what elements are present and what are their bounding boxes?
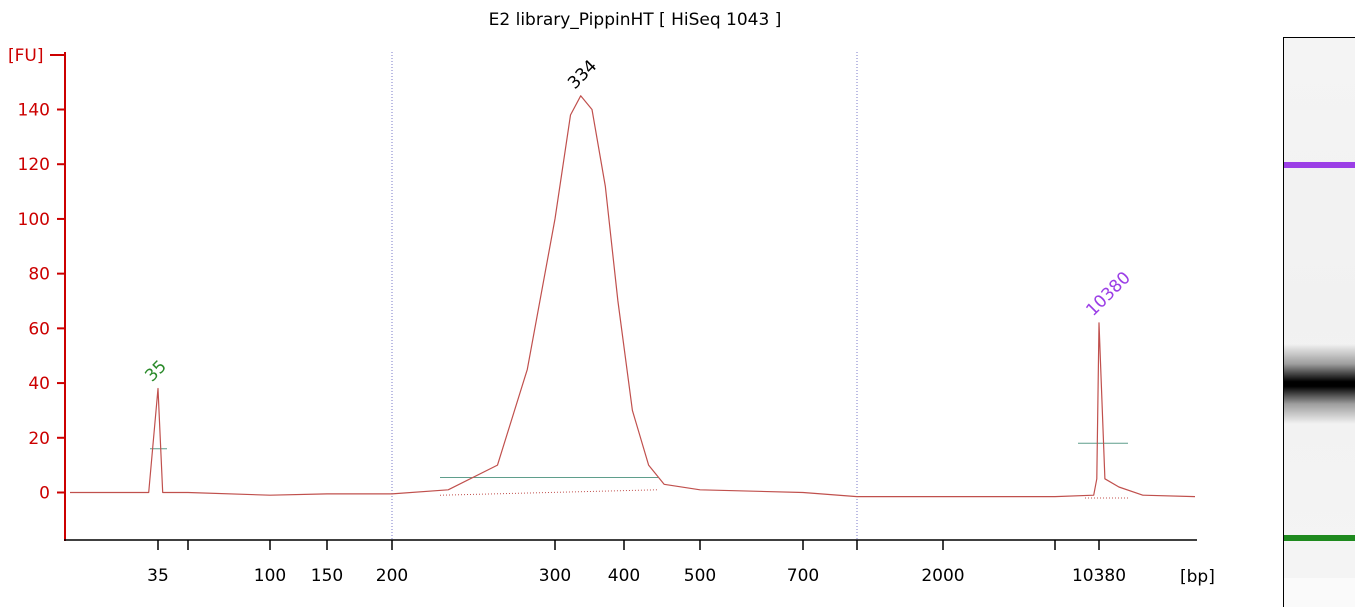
x-tick-label: 100 xyxy=(254,566,286,586)
chart-title: E2 library_PippinHT [ HiSeq 1043 ] xyxy=(489,10,782,30)
y-axis-label: [FU] xyxy=(8,46,44,66)
y-tick-label: 100 xyxy=(18,210,50,230)
x-tick-label: 200 xyxy=(376,566,408,586)
gel-upper-marker-band xyxy=(1284,162,1355,168)
x-axis-label: [bp] xyxy=(1180,567,1215,587)
x-tick-label: 35 xyxy=(147,566,169,586)
peak-label: 10380 xyxy=(1082,268,1134,320)
y-tick-label: 140 xyxy=(18,101,50,121)
y-tick-label: 80 xyxy=(28,265,50,285)
x-tick-label: 400 xyxy=(608,566,640,586)
x-tick-label: 700 xyxy=(787,566,819,586)
x-tick-label: 500 xyxy=(684,566,716,586)
gel-sample-band xyxy=(1284,344,1355,424)
x-tick-label: 150 xyxy=(311,566,343,586)
peak-label: 334 xyxy=(564,56,601,93)
plot-area: 0 20 40 60 80 100 120 140 35 100 150 200 300 400 500 70… xyxy=(18,52,1197,586)
peak-baseline-dotted xyxy=(439,489,659,496)
electropherogram-chart: E2 library_PippinHT [ HiSeq 1043 ] 0 20 40… xyxy=(8,10,1215,587)
y-tick-label: 0 xyxy=(39,484,50,504)
y-tick-label: 60 xyxy=(28,319,50,339)
x-tick-label: 2000 xyxy=(921,566,964,586)
y-tick-label: 20 xyxy=(28,429,50,449)
gel-lower-marker-band xyxy=(1284,535,1355,541)
signal-trace xyxy=(70,95,1196,498)
gel-lane-background xyxy=(1284,38,1355,578)
y-tick-label: 40 xyxy=(28,374,50,394)
peak-label: 35 xyxy=(141,357,170,386)
x-tick-label: 300 xyxy=(539,566,571,586)
gel-lane xyxy=(1283,37,1355,607)
y-tick-label: 120 xyxy=(18,155,50,175)
x-tick-label: 10380 xyxy=(1072,566,1126,586)
